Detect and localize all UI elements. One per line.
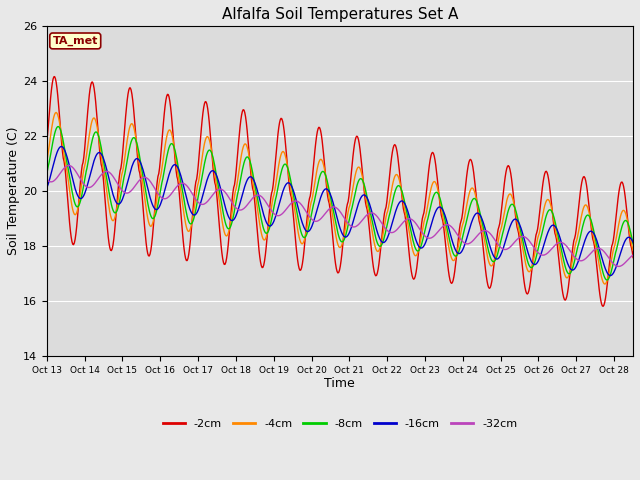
-2cm: [294, 257, 301, 263]
-2cm: [479, 237, 486, 242]
-8cm: [316, 174, 324, 180]
Title: Alfalfa Soil Temperatures Set A: Alfalfa Soil Temperatures Set A: [221, 7, 458, 22]
-4cm: [601, 281, 609, 287]
-8cm: [479, 221, 486, 227]
-2cm: [125, 85, 133, 91]
-32cm: [294, 199, 301, 204]
-4cm: [43, 158, 51, 164]
-32cm: [464, 241, 472, 247]
-8cm: [294, 214, 301, 219]
-4cm: [52, 109, 60, 115]
-8cm: [54, 124, 62, 130]
-16cm: [58, 144, 65, 149]
-8cm: [45, 160, 53, 166]
-32cm: [479, 228, 486, 234]
-32cm: [316, 217, 324, 223]
-2cm: [629, 255, 637, 261]
Line: -16cm: -16cm: [47, 146, 633, 276]
Legend: -2cm, -4cm, -8cm, -16cm, -32cm: -2cm, -4cm, -8cm, -16cm, -32cm: [158, 414, 522, 433]
-16cm: [606, 273, 614, 278]
Line: -32cm: -32cm: [47, 166, 633, 266]
-4cm: [125, 125, 133, 131]
-16cm: [294, 203, 301, 209]
-32cm: [629, 252, 637, 258]
-32cm: [615, 264, 623, 269]
Text: TA_met: TA_met: [52, 36, 98, 46]
-2cm: [316, 125, 324, 131]
-2cm: [599, 303, 607, 309]
-16cm: [464, 231, 472, 237]
-32cm: [125, 189, 133, 195]
-2cm: [45, 113, 53, 119]
-2cm: [51, 74, 58, 80]
Y-axis label: Soil Temperature (C): Soil Temperature (C): [7, 127, 20, 255]
Line: -8cm: -8cm: [47, 127, 633, 280]
-8cm: [125, 145, 133, 151]
-8cm: [603, 277, 611, 283]
-2cm: [43, 142, 51, 147]
-16cm: [316, 197, 324, 203]
-2cm: [464, 163, 472, 169]
-16cm: [479, 217, 486, 223]
Line: -2cm: -2cm: [47, 77, 633, 306]
-32cm: [45, 179, 53, 184]
-4cm: [479, 226, 486, 232]
-8cm: [43, 172, 51, 178]
Line: -4cm: -4cm: [47, 112, 633, 284]
-4cm: [316, 157, 324, 163]
-16cm: [45, 179, 53, 184]
-32cm: [43, 177, 51, 182]
-16cm: [43, 185, 51, 191]
-4cm: [464, 195, 472, 201]
-4cm: [294, 227, 301, 232]
-16cm: [629, 240, 637, 245]
X-axis label: Time: Time: [324, 377, 355, 390]
-8cm: [629, 241, 637, 247]
-4cm: [45, 144, 53, 150]
-16cm: [125, 171, 133, 177]
-32cm: [65, 163, 72, 168]
-8cm: [464, 211, 472, 217]
-4cm: [629, 247, 637, 253]
